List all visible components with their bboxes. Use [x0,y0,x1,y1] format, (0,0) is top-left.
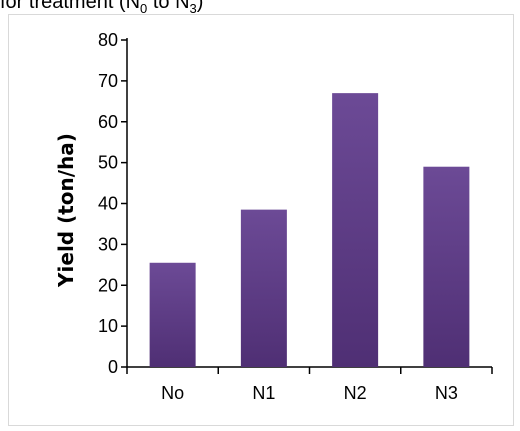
figure-caption: for treatment (N0 to N3) [0,0,203,16]
caption-subscript-start: 0 [140,1,148,16]
x-tick-label: N3 [435,383,458,403]
caption-suffix: ) [196,0,204,13]
bar-n2 [332,93,379,367]
x-tick-label: No [161,383,184,403]
y-tick-label: 60 [98,112,118,132]
y-axis-title: Yield (ton/ha) [54,133,78,288]
y-tick-label: 40 [98,194,118,214]
y-tick-label: 50 [98,153,118,173]
caption-prefix: for treatment (N [0,0,141,13]
bar-n1 [240,209,287,367]
y-tick-label: 10 [98,316,118,336]
y-tick-label: 70 [98,71,118,91]
x-axis: No N1 N2 N3 [126,366,493,403]
x-tick-label: N1 [252,383,275,403]
bar-n3 [423,166,470,367]
y-tick-label: 80 [98,30,118,50]
caption-middle: to N [147,0,190,13]
y-tick-label: 30 [98,234,118,254]
x-tick-label: N2 [344,383,367,403]
y-axis: 0 10 20 30 40 50 60 70 80 [98,30,128,377]
bar-no [149,262,196,367]
caption-subscript-end: 3 [189,1,197,16]
bars [149,93,470,367]
y-tick-label: 0 [108,357,118,377]
y-tick-label: 20 [98,275,118,295]
